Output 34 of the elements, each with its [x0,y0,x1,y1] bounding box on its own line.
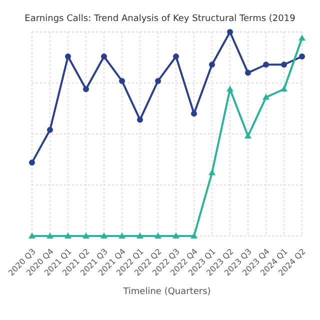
point [155,78,161,84]
point [64,232,72,238]
x-axis-title: Timeline (Quarters) [122,287,211,297]
point [100,232,108,238]
point [190,232,198,238]
chart-title: Earnings Calls: Trend Analysis of Key Structural Terms (2019 [24,13,296,26]
point [136,232,144,238]
point [173,53,179,60]
point [137,116,143,123]
point [82,232,90,238]
point [299,53,305,60]
point [263,62,269,68]
point [245,70,251,76]
point [209,62,215,68]
point [65,53,71,60]
point [262,94,270,100]
point [226,86,234,92]
point [154,232,162,238]
point [280,86,288,92]
point [29,160,35,166]
point [118,232,126,238]
point [208,169,216,176]
point [119,78,125,84]
point [101,53,107,60]
point [298,34,306,41]
point [172,232,180,238]
point [83,86,89,92]
point [227,29,233,35]
point [191,110,197,117]
point [46,232,54,238]
point [47,126,53,133]
point [28,232,36,238]
point [244,132,252,139]
point [281,62,287,68]
